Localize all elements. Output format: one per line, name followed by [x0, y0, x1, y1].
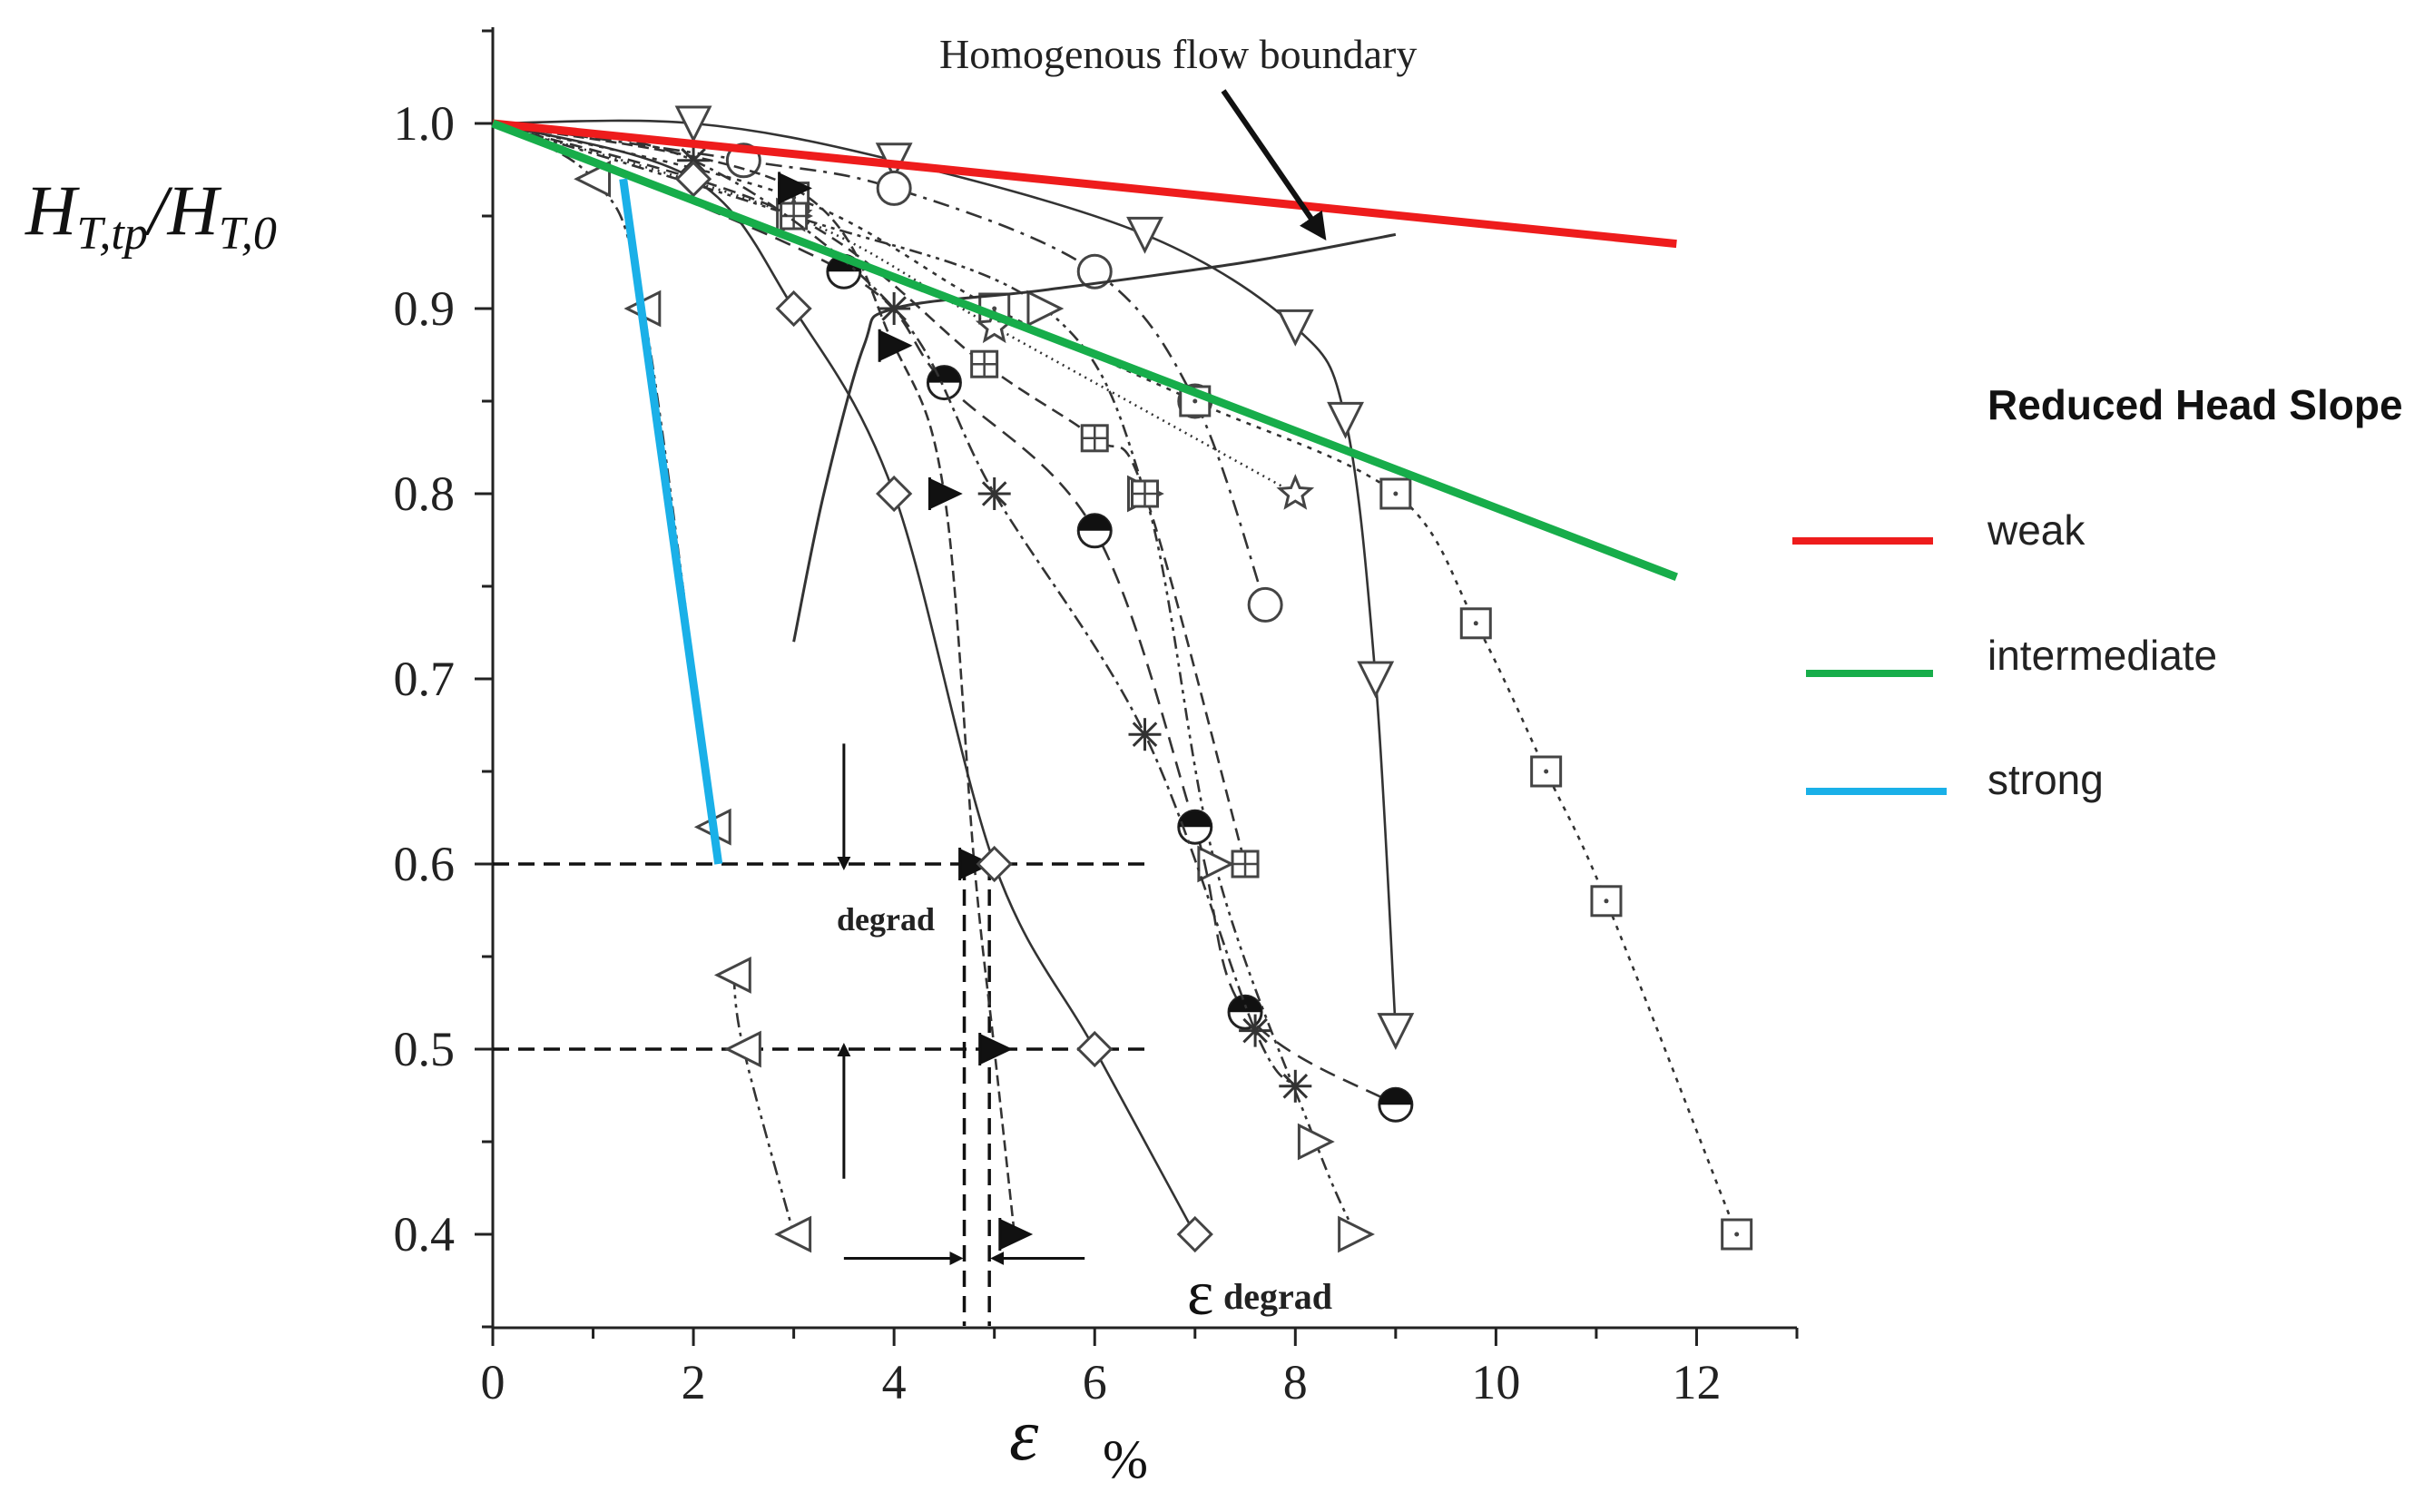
slope-lines — [491, 119, 1678, 865]
square-marker — [1721, 1218, 1753, 1251]
y-label-sep: /H — [144, 171, 222, 250]
boxplus-marker — [780, 201, 809, 231]
tri-left-marker — [774, 1215, 812, 1253]
half-circle-marker — [926, 365, 962, 401]
slope-line-intermediate — [491, 119, 1678, 582]
diamond-marker — [976, 845, 1013, 883]
legend-label-weak: weak — [1987, 506, 2086, 554]
y-tick-label: 0.7 — [394, 652, 456, 706]
slope-line-weak — [492, 119, 1677, 249]
half-circle-marker — [1227, 994, 1263, 1030]
y-label-sub2: T,0 — [219, 208, 277, 260]
tri-down-marker — [674, 105, 712, 143]
slope-line-strong — [619, 178, 723, 865]
degrad-label: degrad — [837, 901, 935, 938]
diamond-marker — [674, 161, 712, 198]
boxplus-marker — [970, 349, 999, 378]
y-tick-label: 0.9 — [394, 281, 456, 336]
star-marker — [1276, 474, 1315, 510]
circle-marker — [876, 170, 912, 206]
series-line-boxplus — [492, 122, 1247, 865]
flag-marker — [998, 1218, 1034, 1251]
diamond-marker — [1176, 1215, 1213, 1253]
x-tick-labels: 0 2 4 6 8 10 12 — [481, 1355, 1722, 1409]
asterisk-marker — [977, 477, 1011, 510]
x-axis-unit: % — [1103, 1429, 1148, 1489]
x-tick-label: 10 — [1471, 1355, 1520, 1409]
eps-degrad-sub: degrad — [1223, 1276, 1332, 1317]
legend-label-intermediate: intermediate — [1987, 632, 2217, 679]
y-axis-label: HT,tp/HT,0 — [25, 171, 277, 260]
x-tick-label: 0 — [481, 1355, 505, 1409]
square-marker — [1379, 477, 1412, 510]
diamond-marker — [775, 290, 812, 328]
flag-marker — [778, 172, 812, 205]
x-tick-label: 2 — [682, 1355, 706, 1409]
square-marker — [1530, 755, 1563, 788]
series-line-tri-left — [732, 975, 795, 1235]
diamond-marker — [876, 475, 913, 513]
asterisk-marker — [1128, 718, 1162, 751]
y-tick-labels: 0.4 0.5 0.6 0.7 0.8 0.9 1.0 — [394, 96, 456, 1262]
flag-marker — [927, 477, 963, 510]
tri-down-marker — [1327, 401, 1365, 439]
legend-title: Reduced Head Slope — [1987, 381, 2403, 428]
y-label-main: H — [25, 171, 80, 250]
half-circle-marker — [1076, 513, 1113, 549]
series-line-tri-down — [492, 119, 1398, 1031]
axes — [475, 27, 1799, 1346]
legend: Reduced Head Slope weak intermediate str… — [1792, 381, 2403, 803]
data-series — [492, 105, 1753, 1253]
y-tick-label: 0.8 — [394, 466, 456, 521]
x-tick-label: 12 — [1672, 1355, 1721, 1409]
square-marker — [1459, 607, 1492, 640]
tri-left-marker — [723, 1030, 761, 1068]
x-tick-label: 8 — [1283, 1355, 1308, 1409]
tri-down-marker — [1377, 1013, 1415, 1050]
diamond-marker — [1076, 1030, 1114, 1068]
flag-marker — [878, 329, 913, 362]
homogenous-arrow — [1221, 89, 1327, 241]
y-tick-label: 1.0 — [394, 96, 456, 151]
tri-down-marker — [1276, 309, 1314, 347]
degrad-reference-lines — [493, 743, 1145, 1326]
asterisk-marker — [1279, 1069, 1312, 1103]
homogenous-flow-boundary-curve — [792, 232, 1397, 643]
y-tick-label: 0.6 — [394, 837, 456, 891]
series-line-circle — [492, 122, 1267, 605]
tri-left-marker — [574, 160, 612, 198]
square-marker — [1590, 885, 1623, 918]
eps-degrad-symbol: ε — [1187, 1259, 1213, 1329]
circle-marker — [1247, 586, 1283, 623]
tri-right-marker — [1338, 1215, 1375, 1253]
flag-marker — [958, 848, 993, 880]
half-circle-marker — [1378, 1086, 1414, 1123]
tri-left-marker — [713, 956, 751, 994]
boxplus-marker — [1080, 424, 1109, 453]
boxplus-marker — [1231, 849, 1260, 879]
asterisk-marker — [1239, 1014, 1272, 1047]
x-tick-label: 6 — [1083, 1355, 1107, 1409]
y-tick-label: 0.4 — [394, 1207, 456, 1262]
homogenous-flow-boundary-label: Homogenous flow boundary — [939, 31, 1417, 77]
boxplus-marker — [1131, 479, 1159, 508]
tri-down-marker — [1357, 661, 1395, 699]
series-line-tri-left — [492, 122, 715, 828]
tri-right-marker — [1026, 290, 1065, 328]
x-axis-symbol: ε — [1009, 1393, 1039, 1476]
series-line-square — [492, 122, 1738, 1235]
boundary-curve — [792, 232, 1397, 643]
x-tick-label: 4 — [882, 1355, 907, 1409]
legend-label-strong: strong — [1987, 756, 2104, 803]
y-tick-label: 0.5 — [394, 1022, 456, 1076]
y-label-sub1: T,tp — [76, 208, 148, 260]
series-line-asterisk — [492, 122, 1297, 1087]
tri-right-marker — [1297, 1123, 1335, 1161]
half-circle-marker — [1177, 809, 1213, 845]
flag-marker — [978, 1033, 1014, 1065]
tri-down-marker — [1126, 216, 1163, 254]
circle-marker — [1076, 253, 1113, 290]
